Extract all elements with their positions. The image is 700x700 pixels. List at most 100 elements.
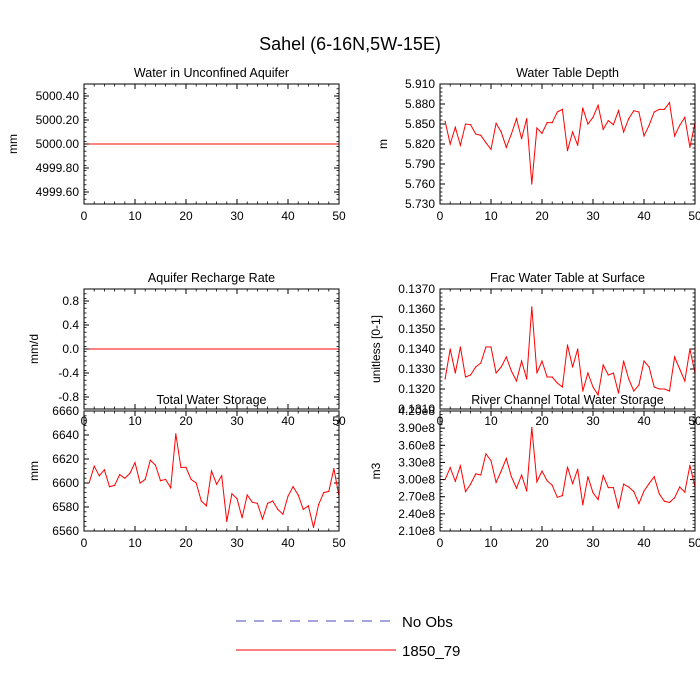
series-line-1850_79	[444, 306, 696, 397]
data-point	[531, 426, 533, 429]
data-point	[556, 496, 558, 498]
data-point	[251, 501, 253, 503]
x-tick-label: 30	[230, 209, 244, 223]
data-point	[521, 474, 523, 476]
data-point	[129, 472, 131, 474]
data-point	[312, 526, 315, 529]
y-tick-label: 6600	[52, 476, 79, 490]
y-tick-label: 3.00e8	[398, 473, 435, 487]
x-tick-label: 10	[128, 209, 142, 223]
x-tick-label: 0	[81, 536, 88, 550]
data-point	[658, 108, 660, 110]
data-point	[663, 500, 666, 502]
y-tick-label: 0.0	[62, 342, 79, 356]
data-point	[536, 372, 538, 374]
data-point	[643, 135, 645, 137]
data-point	[623, 483, 625, 485]
data-point	[536, 127, 538, 129]
data-point	[674, 497, 676, 499]
data-point	[592, 492, 594, 494]
y-tick-label: 0.8	[62, 294, 79, 308]
data-point	[195, 482, 197, 484]
series-line-1850_79	[444, 101, 696, 185]
data-point	[475, 366, 477, 368]
data-point	[185, 466, 187, 468]
data-point	[480, 134, 482, 136]
data-point	[521, 138, 523, 140]
data-point	[175, 433, 177, 435]
data-point	[485, 142, 487, 144]
y-tick-label: 0.1330	[398, 362, 435, 376]
data-point	[648, 124, 650, 126]
data-point	[231, 493, 233, 495]
data-point	[561, 386, 564, 388]
data-point	[689, 348, 691, 350]
data-point	[165, 478, 167, 480]
data-point	[88, 348, 90, 350]
y-axis-label: unitless [0-1]	[369, 315, 383, 383]
data-point	[541, 132, 543, 134]
data-point	[546, 122, 548, 124]
data-point	[572, 482, 574, 485]
y-tick-label: 5.910	[405, 77, 435, 91]
data-point	[628, 378, 630, 380]
data-point	[261, 518, 264, 520]
data-point	[536, 481, 538, 483]
chart-title: Frac Water Table at Surface	[490, 271, 645, 285]
chart-title: Water in Unconfined Aquifer	[134, 66, 289, 80]
x-tick-label: 30	[586, 414, 600, 428]
data-point	[307, 505, 309, 507]
data-point	[200, 500, 202, 502]
data-point	[617, 507, 620, 509]
x-tick-label: 30	[230, 414, 244, 428]
x-tick-label: 0	[437, 209, 444, 223]
data-point	[236, 498, 238, 500]
data-point	[689, 464, 691, 466]
data-point	[526, 118, 528, 120]
data-point	[668, 390, 671, 392]
x-tick-label: 10	[484, 414, 498, 428]
chart-panel-1: Water in Unconfined Aquifer 0 10 20 30 40 50 49…	[6, 66, 346, 223]
data-point	[607, 120, 609, 122]
x-tick-label: 0	[81, 209, 88, 223]
data-point	[500, 470, 502, 472]
y-tick-label: 2.40e8	[398, 507, 435, 521]
y-tick-label: 5.730	[405, 197, 435, 211]
y-tick-label: 4999.80	[36, 161, 80, 175]
y-tick-label: 5.790	[405, 157, 435, 171]
data-point	[449, 348, 451, 350]
data-point	[444, 120, 446, 122]
data-point	[653, 386, 655, 388]
data-point	[668, 102, 671, 104]
y-axis-label: m3	[369, 462, 383, 479]
data-point	[505, 356, 507, 358]
y-tick-label: 4.20e8	[398, 404, 435, 418]
data-point	[159, 480, 162, 482]
data-point	[449, 466, 451, 469]
data-point	[561, 108, 564, 110]
data-point	[323, 492, 325, 494]
data-point	[684, 116, 686, 118]
x-tick-label: 30	[230, 536, 244, 550]
y-tick-label: 0.4	[62, 318, 79, 332]
data-point	[587, 123, 589, 125]
data-point	[297, 494, 299, 496]
data-point	[149, 459, 151, 461]
data-point	[684, 380, 686, 382]
y-tick-label: 0.1370	[398, 282, 435, 296]
x-tick-label: 10	[484, 536, 498, 550]
data-point	[495, 122, 497, 124]
data-point	[648, 482, 650, 485]
data-point	[566, 344, 569, 346]
data-point	[464, 490, 467, 493]
data-point	[587, 372, 589, 374]
data-point	[464, 376, 467, 378]
data-point	[658, 388, 660, 390]
data-point	[103, 469, 105, 471]
data-point	[500, 366, 502, 368]
data-point	[475, 473, 477, 475]
data-point	[480, 362, 482, 364]
data-point	[617, 392, 620, 394]
data-point	[556, 111, 558, 113]
x-tick-label: 30	[586, 209, 600, 223]
